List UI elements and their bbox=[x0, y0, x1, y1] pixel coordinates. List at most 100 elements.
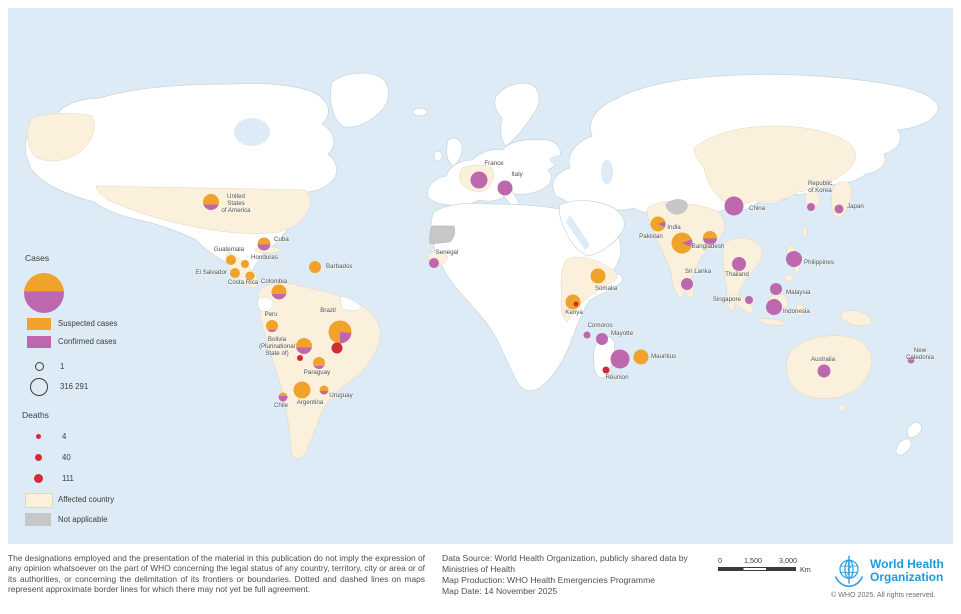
world-map bbox=[8, 8, 953, 544]
country-label-pakistan: Pakistan bbox=[639, 233, 663, 240]
case-marker-mauritius bbox=[633, 349, 648, 365]
country-label-somalia: Somalia bbox=[594, 285, 618, 292]
case-marker-italy bbox=[497, 180, 512, 195]
who-copyright: © WHO 2025. All rights reserved. bbox=[831, 591, 936, 599]
case-marker-r-union bbox=[610, 349, 630, 368]
country-label-thailand: Thailand bbox=[725, 271, 749, 278]
marker-layer: United States of America Cuba Guatemala Hon… bbox=[195, 160, 934, 409]
case-marker-japan bbox=[834, 204, 843, 213]
case-marker-brazil bbox=[328, 320, 352, 343]
country-label-cuba: Cuba bbox=[274, 236, 289, 243]
case-marker-chile bbox=[278, 392, 288, 401]
country-label-senegal: Senegal bbox=[435, 249, 459, 256]
country-label-argentina: Argentina bbox=[296, 399, 324, 406]
legend-death-large-dot bbox=[34, 474, 43, 483]
legend-death-large-label: 111 bbox=[62, 474, 74, 483]
scale-bar: 0 1,500 3,000 Km bbox=[716, 556, 816, 586]
case-marker-uruguay bbox=[319, 385, 328, 395]
country-label-new-caledonia: New Caledonia bbox=[906, 347, 934, 361]
case-marker-comoros bbox=[583, 331, 591, 339]
legend-affected-label: Affected country bbox=[58, 495, 115, 504]
legend-deaths-title: Deaths bbox=[22, 410, 49, 420]
case-marker-barbados bbox=[309, 261, 321, 273]
legend-not-applicable-swatch bbox=[25, 513, 51, 526]
scale-tick-1500: 1,500 bbox=[744, 556, 762, 565]
who-logo-block: World Health Organization © WHO 2025. Al… bbox=[831, 553, 953, 599]
case-marker-paraguay bbox=[312, 356, 325, 369]
legend-confirmed-swatch bbox=[27, 336, 51, 348]
country-label-italy: Italy bbox=[511, 171, 523, 178]
country-label-mauritius: Mauritius bbox=[651, 353, 677, 360]
legend-size-min-circle bbox=[35, 362, 44, 371]
landmass-layer bbox=[24, 72, 939, 456]
case-marker-peru bbox=[266, 320, 278, 332]
case-marker-colombia bbox=[271, 284, 286, 300]
legend-affected-swatch bbox=[25, 493, 53, 508]
death-marker-kenya bbox=[573, 301, 578, 306]
country-label-indonesia: Indonesia bbox=[783, 308, 810, 315]
case-marker-mayotte bbox=[596, 333, 608, 345]
who-emblem-icon bbox=[834, 555, 864, 588]
country-label-r-union: Réunion bbox=[605, 374, 629, 381]
country-label-brazil: Brazil bbox=[320, 307, 336, 314]
country-label-comoros: Comoros bbox=[587, 322, 613, 329]
case-marker-india bbox=[671, 232, 692, 253]
disclaimer-text: The designations employed and the presen… bbox=[8, 553, 425, 595]
case-marker-guatemala bbox=[226, 255, 236, 265]
country-label-philippines: Philippines bbox=[804, 259, 834, 266]
country-label-australia: Australia bbox=[810, 356, 836, 363]
legend-confirmed-label: Confirmed cases bbox=[58, 337, 117, 346]
country-label-china: China bbox=[749, 205, 766, 212]
case-marker-honduras bbox=[240, 260, 249, 268]
country-label-chile: Chile bbox=[273, 402, 289, 409]
country-label-kenya: Kenya bbox=[565, 309, 583, 316]
source-block: Data Source: World Health Organization, … bbox=[442, 553, 704, 597]
case-marker-republic-of-korea bbox=[807, 203, 815, 211]
country-label-india: India bbox=[667, 224, 681, 231]
case-marker-thailand bbox=[731, 257, 746, 271]
legend-cases-pie bbox=[24, 273, 64, 313]
case-marker-singapore bbox=[744, 295, 753, 304]
case-marker-argentina bbox=[293, 381, 311, 398]
map-date-line: Map Date: 14 November 2025 bbox=[442, 586, 558, 596]
legend-size-max-label: 316 291 bbox=[60, 382, 89, 391]
country-label-france: France bbox=[484, 160, 504, 167]
case-marker-china bbox=[724, 196, 743, 216]
scale-unit: Km bbox=[800, 565, 811, 574]
case-marker-philippines bbox=[785, 250, 802, 267]
scale-tick-3000: 3,000 bbox=[779, 556, 797, 565]
legend-death-dot-small bbox=[36, 434, 41, 439]
case-marker-somalia bbox=[590, 268, 605, 284]
country-label-republic-of-korea: Republic of Korea bbox=[807, 180, 833, 194]
case-marker-malaysia bbox=[770, 283, 782, 295]
country-label-bolivia-plurinational-state-of: Bolivia (Plurinational State of) bbox=[258, 336, 296, 357]
country-label-singapore: Singapore bbox=[712, 296, 741, 303]
legend-death-medium-dot bbox=[35, 454, 42, 461]
case-marker-senegal bbox=[429, 258, 439, 268]
data-source-line: Data Source: World Health Organization, … bbox=[442, 553, 688, 574]
case-marker-bolivia-plurinational-state-of bbox=[295, 337, 312, 354]
death-marker-brazil bbox=[331, 342, 343, 353]
case-marker-cuba bbox=[257, 237, 271, 251]
country-label-barbados: Barbados bbox=[326, 263, 353, 270]
case-marker-france bbox=[470, 171, 487, 188]
case-marker-australia bbox=[817, 364, 830, 378]
scale-tick-0: 0 bbox=[718, 556, 722, 565]
legend-suspected-swatch bbox=[27, 318, 51, 330]
legend-death-small-label: 4 bbox=[62, 432, 67, 441]
country-label-honduras: Honduras bbox=[251, 254, 278, 261]
case-marker-new-caledonia bbox=[907, 356, 915, 363]
country-label-uruguay: Uruguay bbox=[329, 392, 353, 399]
map-production-line: Map Production: WHO Health Emergencies P… bbox=[442, 575, 656, 585]
scale-bar-strip bbox=[718, 567, 796, 571]
death-marker-r-union bbox=[602, 366, 609, 373]
legend-cases-title: Cases bbox=[25, 253, 50, 263]
country-label-guatemala: Guatemala bbox=[213, 246, 245, 253]
death-marker-bolivia-plurinational-state-of bbox=[297, 354, 303, 361]
who-wordmark: World Health Organization bbox=[870, 557, 944, 584]
case-marker-united-states-of-america bbox=[203, 194, 219, 210]
country-label-paraguay: Paraguay bbox=[303, 369, 331, 376]
country-label-peru: Peru bbox=[264, 311, 278, 318]
country-label-colombia: Colombia bbox=[260, 278, 288, 285]
not-applicable-layer bbox=[429, 199, 688, 245]
